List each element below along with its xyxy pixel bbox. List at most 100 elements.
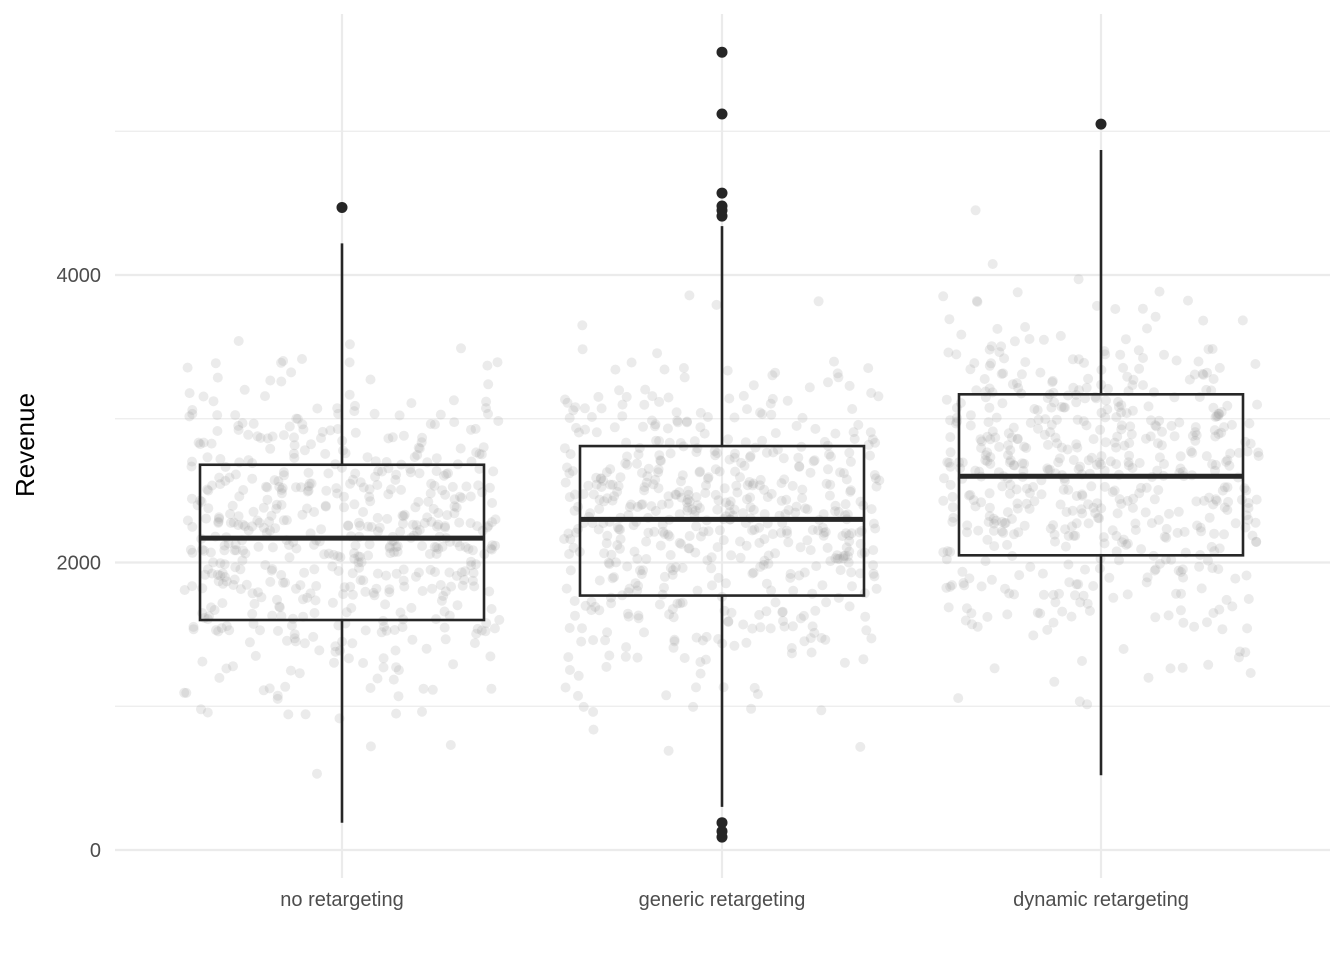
jitter-point bbox=[595, 473, 606, 484]
jitter-point bbox=[1243, 514, 1254, 525]
jitter-point bbox=[624, 502, 635, 512]
jitter-point bbox=[346, 603, 357, 613]
jitter-point bbox=[1243, 594, 1254, 604]
jitter-point bbox=[588, 635, 599, 646]
jitter-point bbox=[1049, 529, 1060, 540]
jitter-point bbox=[1012, 498, 1023, 509]
jitter-point bbox=[748, 380, 759, 391]
jitter-point bbox=[1207, 563, 1218, 574]
jitter-point bbox=[432, 521, 442, 532]
jitter-point bbox=[1066, 611, 1077, 622]
jitter-point bbox=[1221, 594, 1232, 605]
jitter-point bbox=[487, 540, 498, 551]
jitter-point bbox=[284, 421, 295, 432]
jitter-point bbox=[235, 564, 246, 575]
jitter-point bbox=[594, 494, 605, 505]
jitter-point bbox=[327, 561, 338, 572]
jitter-point bbox=[1222, 400, 1233, 411]
jitter-point bbox=[1003, 450, 1013, 461]
jitter-point bbox=[412, 526, 423, 537]
jitter-point bbox=[655, 455, 666, 466]
jitter-point bbox=[615, 534, 626, 545]
jitter-point bbox=[1134, 488, 1145, 499]
jitter-point bbox=[610, 364, 621, 375]
jitter-point bbox=[258, 685, 269, 696]
jitter-point bbox=[798, 610, 809, 621]
jitter-point bbox=[1121, 408, 1132, 419]
jitter-point bbox=[1234, 447, 1244, 458]
jitter-point bbox=[384, 584, 395, 595]
jitter-point bbox=[240, 548, 251, 559]
jitter-point bbox=[638, 565, 648, 576]
jitter-point bbox=[747, 623, 758, 634]
jitter-point bbox=[738, 619, 749, 630]
jitter-point bbox=[1159, 349, 1169, 360]
jitter-point bbox=[1108, 592, 1119, 603]
jitter-point bbox=[466, 424, 476, 435]
jitter-point bbox=[476, 449, 487, 460]
jitter-point bbox=[600, 635, 611, 646]
jitter-point bbox=[648, 479, 659, 490]
jitter-point bbox=[1152, 438, 1163, 449]
jitter-point bbox=[1217, 485, 1228, 496]
jitter-point bbox=[217, 568, 228, 579]
jitter-point bbox=[1118, 534, 1129, 545]
jitter-point bbox=[320, 500, 331, 511]
jitter-point bbox=[871, 583, 882, 594]
jitter-point bbox=[1006, 432, 1017, 443]
jitter-point bbox=[1067, 521, 1077, 532]
jitter-point bbox=[265, 375, 276, 386]
jitter-point bbox=[440, 522, 450, 533]
jitter-point bbox=[469, 581, 480, 592]
jitter-point bbox=[962, 520, 973, 531]
jitter-point bbox=[304, 478, 315, 489]
jitter-point bbox=[984, 502, 995, 513]
jitter-point bbox=[472, 521, 483, 532]
jitter-point bbox=[308, 631, 319, 642]
jitter-point bbox=[846, 528, 857, 539]
jitter-point bbox=[984, 383, 995, 394]
jitter-point bbox=[391, 542, 402, 552]
jitter-point bbox=[485, 543, 496, 554]
jitter-point bbox=[833, 372, 844, 383]
jitter-point bbox=[713, 495, 724, 506]
jitter-point bbox=[838, 553, 849, 564]
jitter-point bbox=[345, 478, 356, 489]
jitter-point bbox=[328, 549, 339, 560]
jitter-point bbox=[1253, 451, 1264, 461]
jitter-point bbox=[220, 572, 230, 582]
jitter-point bbox=[945, 479, 956, 490]
jitter-point bbox=[391, 469, 402, 480]
jitter-point bbox=[761, 447, 772, 458]
jitter-point bbox=[677, 597, 688, 608]
jitter-point bbox=[244, 637, 255, 648]
jitter-point bbox=[474, 448, 485, 459]
jitter-point bbox=[461, 481, 472, 492]
jitter-point bbox=[991, 412, 1002, 423]
jitter-point bbox=[735, 536, 745, 547]
jitter-point bbox=[745, 452, 755, 463]
jitter-point bbox=[1050, 536, 1060, 547]
jitter-point bbox=[1036, 489, 1047, 500]
jitter-point bbox=[965, 364, 976, 375]
jitter-point bbox=[339, 582, 350, 593]
jitter-point bbox=[243, 525, 254, 536]
jitter-point bbox=[779, 621, 790, 632]
jitter-point bbox=[1134, 458, 1145, 468]
jitter-point bbox=[187, 405, 198, 415]
jitter-point bbox=[1112, 431, 1123, 442]
jitter-point bbox=[211, 625, 221, 636]
jitter-point bbox=[262, 494, 273, 505]
jitter-point bbox=[480, 626, 491, 637]
jitter-point bbox=[951, 412, 962, 423]
jitter-point bbox=[261, 481, 271, 492]
jitter-point bbox=[797, 484, 808, 495]
jitter-point bbox=[639, 627, 649, 638]
jitter-point bbox=[976, 436, 987, 447]
jitter-point bbox=[272, 594, 282, 605]
jitter-point bbox=[1242, 623, 1253, 634]
jitter-point bbox=[763, 550, 774, 561]
jitter-point bbox=[230, 410, 241, 421]
jitter-point bbox=[972, 621, 983, 632]
jitter-point bbox=[1073, 354, 1084, 365]
